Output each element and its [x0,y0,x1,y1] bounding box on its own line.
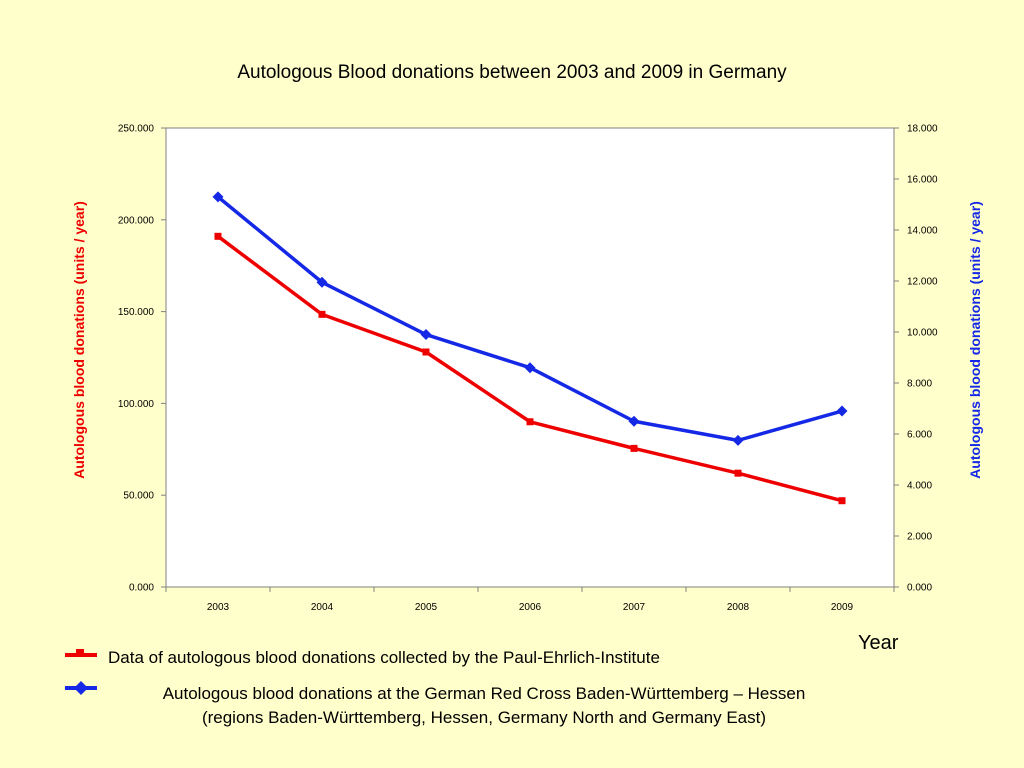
chart-title: Autologous Blood donations between 2003 … [237,62,787,83]
left-tick-label: 0.000 [129,583,154,594]
data-point-diamond [628,415,640,427]
x-tick-label: 2005 [415,602,438,613]
right-axis-title: Autologous blood donations (units / year… [967,201,983,479]
x-tick-label: 2007 [623,602,646,613]
data-point-diamond [316,276,328,288]
x-tick-label: 2003 [207,602,230,613]
legend-label-drk: Autologous blood donations at the German… [108,682,860,730]
x-tick-label: 2009 [831,602,854,613]
right-tick-label: 18.000 [907,124,938,135]
right-tick-label: 6.000 [907,430,932,441]
data-point-diamond [836,405,848,417]
legend-label-pei: Data of autologous blood donations colle… [108,648,660,667]
x-axis-title: Year [858,632,899,654]
left-tick-label: 250.000 [118,124,155,135]
right-tick-label: 2.000 [907,532,932,543]
data-point-diamond [212,191,224,203]
data-point-square [838,497,846,505]
data-point-square [734,469,742,477]
right-tick-label: 16.000 [907,175,938,186]
data-point-square [214,232,222,240]
x-tick-label: 2008 [727,602,750,613]
data-point-diamond [524,362,536,374]
legend-label-drk-line1: Autologous blood donations at the German… [162,684,806,703]
legend-marker-drk [65,681,97,695]
left-tick-label: 200.000 [118,215,155,226]
right-tick-label: 4.000 [907,481,932,492]
right-tick-label: 0.000 [907,583,932,594]
data-point-diamond [732,434,744,446]
right-tick-label: 8.000 [907,379,932,390]
left-tick-label: 50.000 [123,491,154,502]
right-tick-label: 14.000 [907,226,938,237]
plot-area [165,127,895,588]
data-point-square [422,348,430,356]
x-tick-label: 2004 [311,602,334,613]
data-point-square [318,310,326,318]
legend-marker-pei [65,649,97,657]
data-point-square [526,418,534,426]
x-tick-label: 2006 [519,602,542,613]
legend-square-marker [76,649,84,657]
left-tick-label: 100.000 [118,399,155,410]
legend-diamond-marker [74,681,88,695]
left-axis-title: Autologous blood donations (units / year… [71,201,87,479]
data-point-square [630,444,638,452]
right-tick-label: 12.000 [907,277,938,288]
data-point-diamond [420,329,432,341]
right-tick-label: 10.000 [907,328,938,339]
left-tick-label: 150.000 [118,307,155,318]
legend-label-drk-line2: (regions Baden-Württemberg, Hessen, Germ… [201,708,767,727]
